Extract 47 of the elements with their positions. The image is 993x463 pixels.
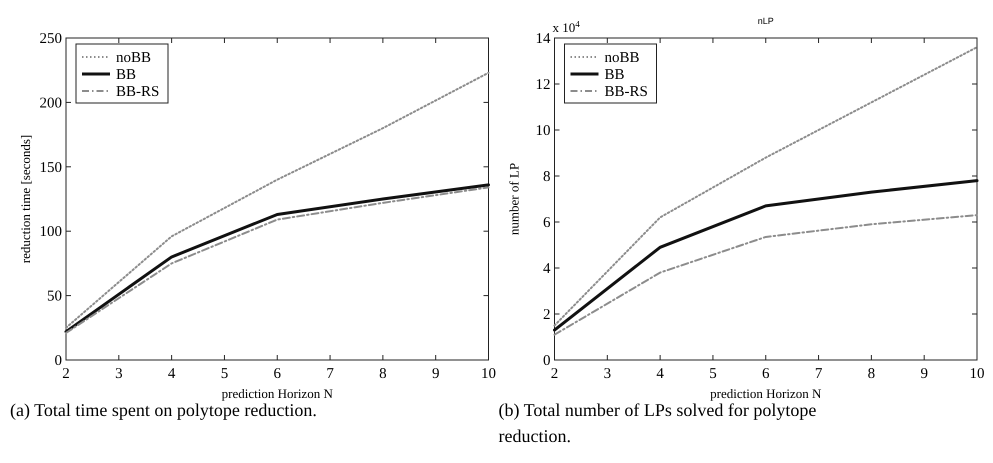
legend-label: noBB	[604, 50, 640, 66]
y-tick-label: 4	[543, 261, 551, 277]
x-tick-label: 3	[604, 366, 612, 382]
x-tick-label: 6	[762, 366, 770, 382]
y-tick-label: 0	[543, 353, 550, 369]
x-tick-label: 8	[868, 366, 876, 382]
legend-label: BB	[604, 67, 625, 83]
y-tick-label: 8	[543, 169, 550, 185]
x-tick-label: 7	[326, 366, 334, 382]
y-axis-title: reduction time [seconds]	[18, 134, 33, 264]
text: (a) Total time spent on polytope reduction.	[10, 400, 317, 420]
y-tick-label: 200	[40, 95, 62, 112]
y-tick-label: 150	[40, 160, 62, 176]
legend-label: BB-RS	[604, 84, 648, 100]
y-tick-label: 50	[47, 288, 62, 305]
y-tick-label: 2	[543, 307, 550, 323]
legend-label: noBB	[116, 50, 152, 66]
x-tick-label: 4	[656, 366, 664, 382]
y-tick-label: 6	[543, 215, 551, 231]
x-tick-label: 8	[379, 366, 387, 382]
x-axis-title: prediction Horizon N	[710, 386, 822, 401]
x-tick-label: 3	[115, 366, 123, 382]
y-tick-label: 12	[536, 77, 550, 93]
y-tick-label: 100	[40, 224, 62, 240]
y-axis-title: number of LP	[506, 162, 522, 236]
text: (b) Total number of LPs solved for polytope reduction.	[498, 400, 816, 446]
text: x 10$^{4}$	[552, 19, 580, 35]
x-tick-label: 9	[432, 366, 440, 382]
x-tick-label: 9	[920, 366, 928, 382]
x-tick-label: 7	[814, 366, 823, 382]
x-tick-label: 5	[709, 366, 717, 382]
chart-title: nLP	[758, 16, 774, 26]
line-series	[554, 46, 978, 326]
legend-label: BB	[116, 67, 136, 83]
x-axis-title: prediction Horizon N	[222, 386, 334, 401]
x-tick-label: 4	[168, 366, 176, 382]
x-tick-label: 10	[481, 366, 496, 382]
y-tick-label: 10	[536, 123, 550, 139]
y-tick-label: 250	[40, 31, 62, 47]
y-tick-label: 14	[536, 31, 551, 47]
line-series	[554, 214, 978, 336]
x-tick-label: 6	[274, 366, 282, 382]
y-tick-label: 0	[54, 353, 62, 369]
legend-label: BB-RS	[116, 84, 160, 100]
x-tick-label: 10	[970, 366, 984, 382]
x-tick-label: 5	[220, 366, 228, 382]
line-series	[553, 179, 978, 332]
